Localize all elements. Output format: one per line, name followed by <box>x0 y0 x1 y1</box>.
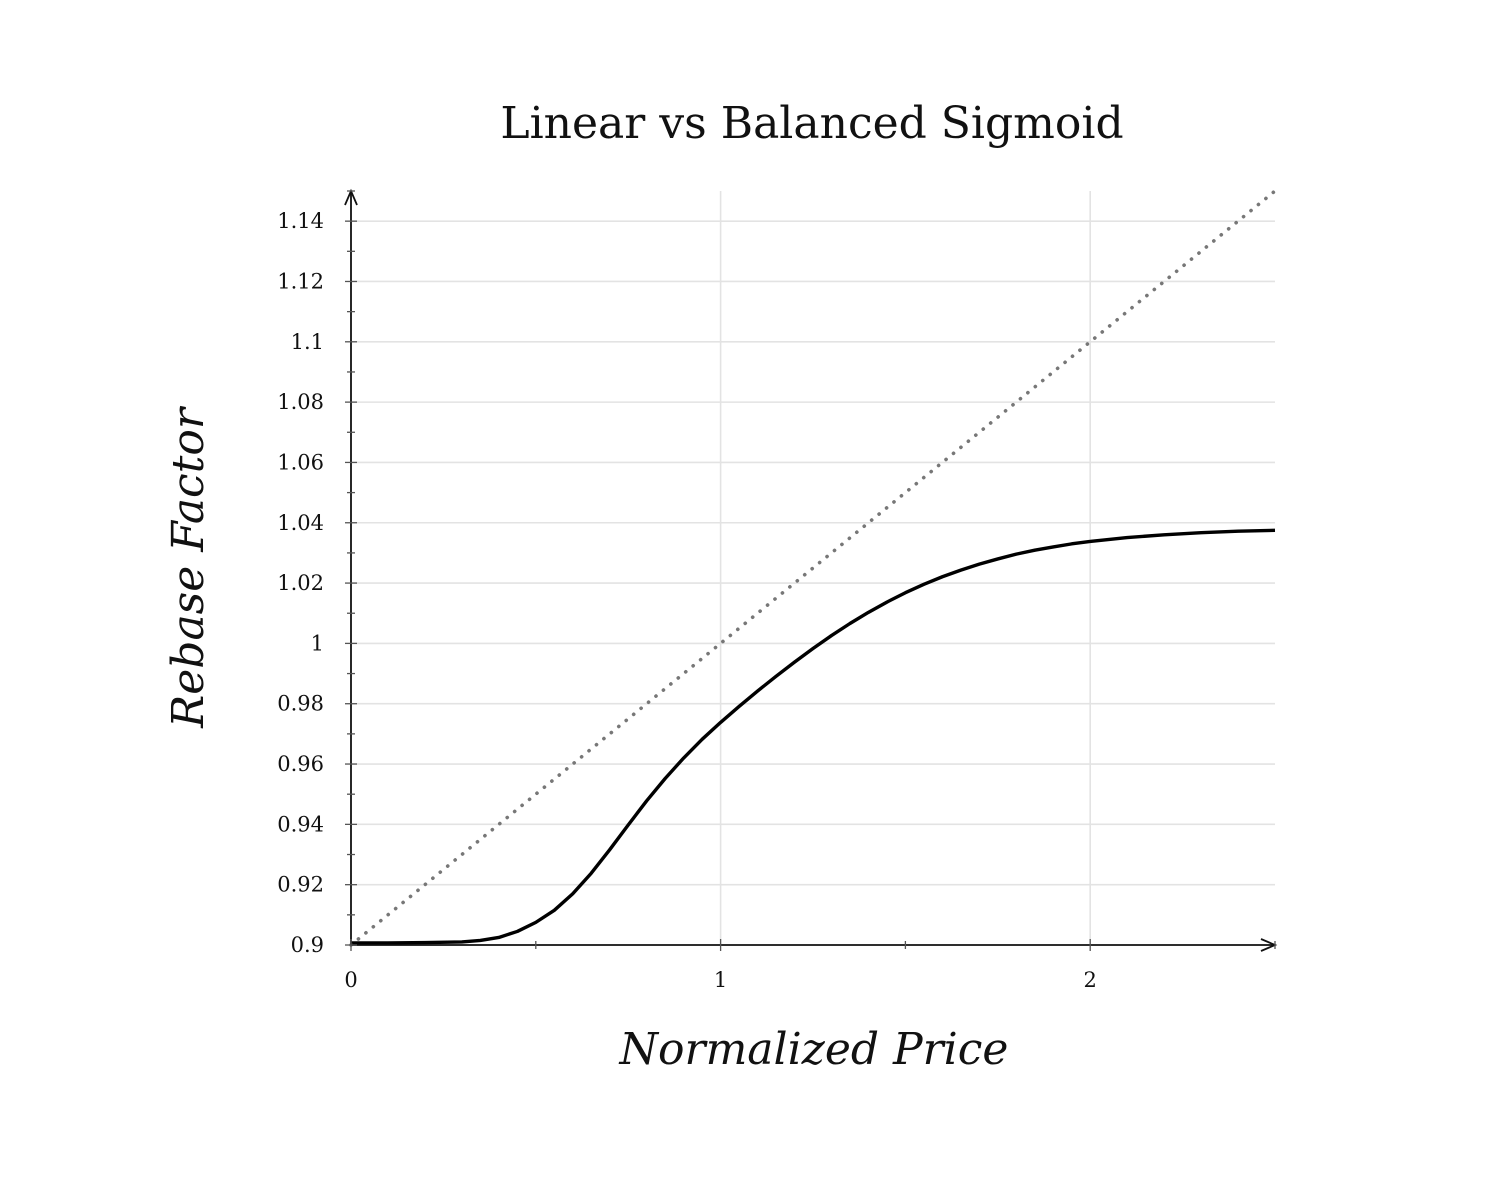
y-tick-label: 1.14 <box>277 209 324 233</box>
grid <box>351 191 1275 945</box>
y-tick-label: 0.96 <box>277 752 324 776</box>
y-tick-label: 0.94 <box>277 812 324 836</box>
y-tick-label: 1.12 <box>277 269 324 293</box>
series-line-dotted <box>349 189 1277 947</box>
x-tick-label: 1 <box>714 968 727 992</box>
series-layer <box>349 189 1277 947</box>
ticks: 0.9 0.92 0.94 0.96 0.98 1 1.02 1.04 1.06 1.08 1.1 1… <box>277 190 1276 992</box>
chart-title: Linear vs Balanced Sigmoid <box>500 98 1123 149</box>
y-tick-label: 1.08 <box>277 390 324 414</box>
y-tick-label: 1.04 <box>277 511 324 535</box>
y-tick-label: 0.92 <box>277 873 324 897</box>
x-axis-label: Normalized Price <box>619 1024 1009 1075</box>
y-tick-label: 1 <box>311 631 324 655</box>
y-tick-label: 0.9 <box>291 933 324 957</box>
series-line-solid <box>351 528 1276 945</box>
x-tick-label: 0 <box>344 968 357 992</box>
y-tick-label: 1.02 <box>277 571 324 595</box>
y-axis-label: Rebase Factor <box>163 405 214 729</box>
y-tick-label: 1.06 <box>277 450 324 474</box>
y-tick-label: 1.1 <box>291 330 324 354</box>
x-tick-label: 2 <box>1084 968 1097 992</box>
y-tick-label: 0.98 <box>277 692 324 716</box>
